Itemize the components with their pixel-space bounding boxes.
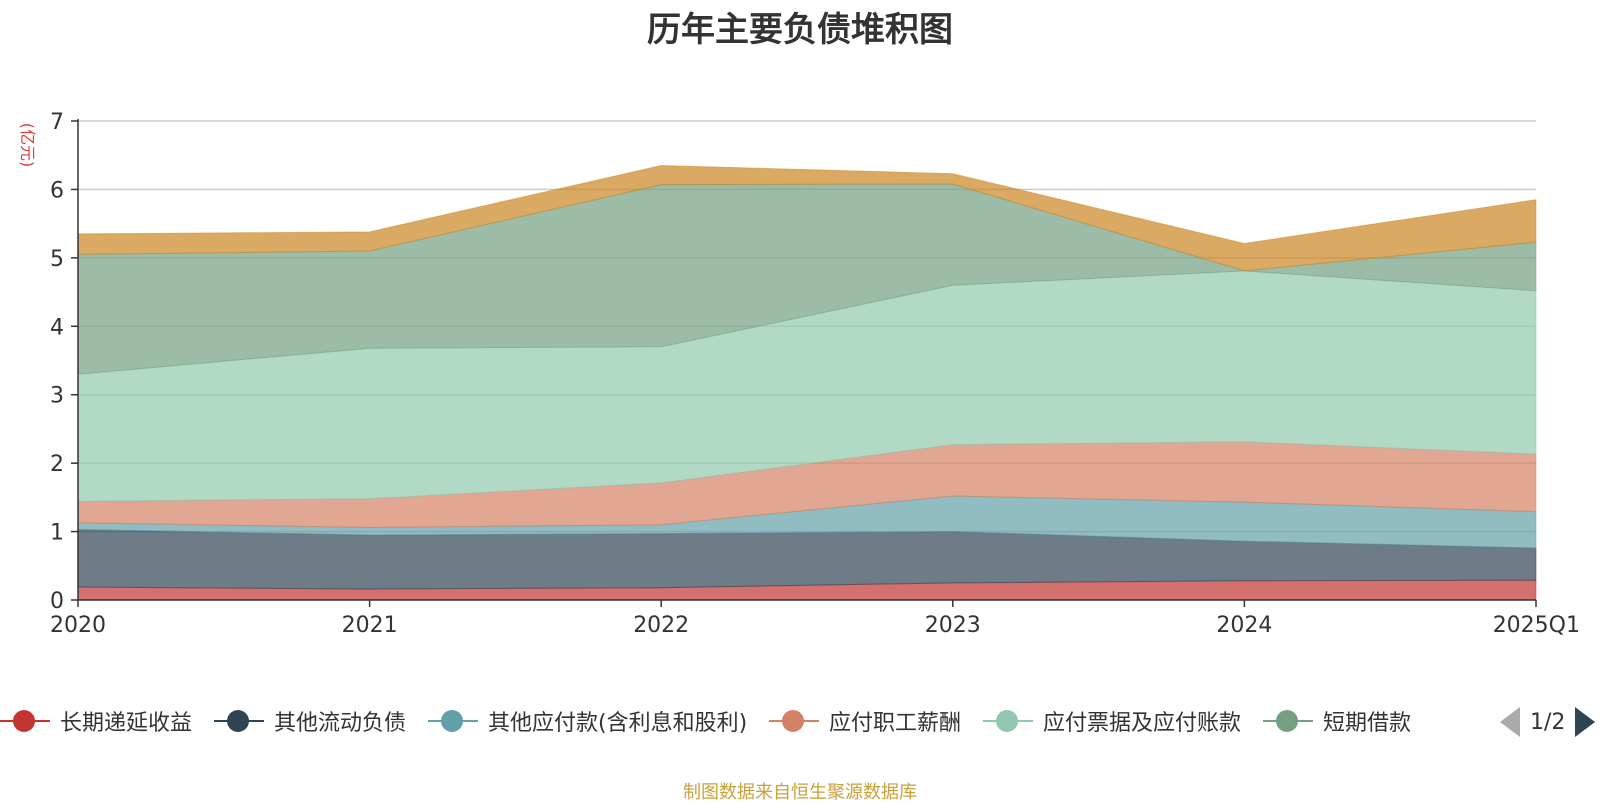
legend-item-0[interactable]: 长期递延收益 [0,703,192,739]
area-series-6 [77,164,1537,272]
legend-item-5[interactable]: 短期借款 [1263,703,1411,739]
legend-page-indicator: 1/2 [1530,709,1566,735]
x-tick-label: 2024 [1216,613,1272,638]
legend-label: 应付票据及应付账款 [1043,711,1242,736]
chart-title: 历年主要负债堆积图 [647,10,953,50]
y-tick-label: 0 [50,589,64,614]
legend-item-2[interactable]: 其他应付款(含利息和股利) [428,703,747,739]
y-tick-label: 4 [50,315,64,340]
x-tick-label: 2025Q1 [1493,613,1580,638]
area-series-group [77,164,1537,601]
y-tick-label: 1 [50,521,64,546]
legend-item-1[interactable]: 其他流动负债 [214,703,406,739]
legend-prev-page-button[interactable] [1500,707,1520,737]
legend-marker [428,703,478,739]
y-tick-label: 3 [50,384,64,409]
legend-label: 长期递延收益 [60,711,193,736]
y-axis-unit-label: (亿元) [18,123,37,168]
data-source-footer: 制图数据来自恒生聚源数据库 [683,782,917,803]
legend-label: 应付职工薪酬 [829,711,962,736]
x-tick-label: 2022 [633,613,689,638]
legend-pager: 1/2 [1500,706,1596,738]
legend-item-3[interactable]: 应付职工薪酬 [769,703,961,739]
axes: 0 1 2 3 4 5 6 7 2020 2021 2022 2023 2024 2025Q1 [50,110,1580,638]
x-tick-label: 2021 [342,613,398,638]
legend-marker [0,703,50,739]
legend-label: 其他应付款(含利息和股利) [488,711,748,736]
stacked-area-chart: 0 1 2 3 4 5 6 7 2020 2021 2022 2023 2024 2025Q1 (亿元) [18,110,1580,638]
legend-next-page-button[interactable] [1575,707,1596,737]
legend-item-4[interactable]: 应付票据及应付账款 [983,703,1241,739]
legend-marker [214,703,264,739]
legend-label: 其他流动负债 [274,711,407,736]
x-tick-label: 2020 [50,613,106,638]
legend: 长期递延收益 其他流动负债 其他应付款(含利息和股利) 应付职工薪酬 应付票据及应付账款… [0,703,1482,739]
y-tick-label: 2 [50,452,64,477]
legend-label: 短期借款 [1323,711,1412,736]
legend-marker [769,703,819,739]
legend-marker [983,703,1033,739]
y-tick-label: 7 [50,110,64,135]
y-tick-label: 6 [50,178,64,203]
legend-marker [1263,703,1313,739]
y-tick-label: 5 [50,247,64,272]
x-tick-label: 2023 [925,613,981,638]
